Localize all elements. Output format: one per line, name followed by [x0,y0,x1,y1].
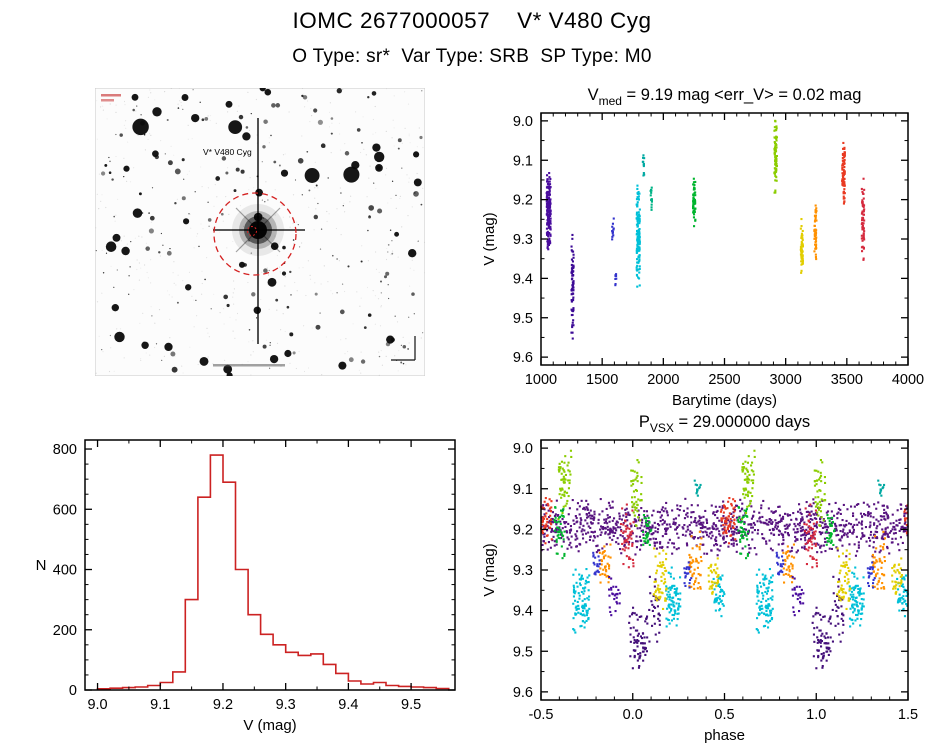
corner-annotation [101,94,285,367]
x-tick-label: 9.3 [276,697,296,713]
histogram-svg: 9.0 9.1 9.2 9.3 9.4 9.5 0 200 400 600 800 V (mag) N [36,439,456,734]
x-tick-label: 9.5 [401,697,421,713]
phase-svg: -0.5 0.0 0.5 1.0 1.5 9.0 9.1 9.2 9.3 9.4 9.5 9.6 pha… [481,413,918,744]
x-tick-label: 3000 [770,372,802,388]
data-points-group [540,449,909,670]
x-tick-label: 4000 [892,372,924,388]
y-tick-label: 0 [69,683,77,699]
lightcurve-svg: 1000 1500 2000 2500 3000 3500 4000 9.0 9.1 9.2 9.3… [481,86,924,409]
target-annotations: V* V480 Cyg [203,147,297,276]
y-tick-label: 9.4 [513,271,533,287]
figure-subtitle: O Type: sr* Var Type: SRB SP Type: M0 [292,46,652,67]
y-tick-label: 9.3 [513,232,533,248]
x-tick-label: 0.0 [623,707,643,723]
y-tick-label: 9.0 [513,441,533,457]
y-axis-label: V (mag) [481,543,498,596]
lightcurve-chart: 1000 1500 2000 2500 3000 3500 4000 9.0 9.1 9.2 9.3… [462,78,940,414]
axes: 9.0 9.1 9.2 9.3 9.4 9.5 0 200 400 600 800 V (mag) N [36,439,456,734]
central-star [213,118,305,344]
axes: 1000 1500 2000 2500 3000 3500 4000 9.0 9.1 9.2 9.3… [481,86,924,409]
chart-title: PVSX = 29.000000 days [639,413,810,435]
x-tick-label: 1.0 [806,707,826,723]
star-field [95,88,424,376]
y-tick-label: 9.2 [513,193,533,209]
phase-folded-chart: -0.5 0.0 0.5 1.0 1.5 9.0 9.1 9.2 9.3 9.4 9.5 9.6 pha… [462,408,940,746]
x-tick-label: 9.2 [213,697,233,713]
y-axis-label: V (mag) [481,212,498,265]
x-axis-label: V (mag) [243,717,296,734]
x-tick-label: -0.5 [529,707,554,723]
target-marker [247,226,257,236]
x-tick-label: 0.5 [714,707,734,723]
x-tick-label: 9.0 [87,697,107,713]
x-tick-label: 2000 [647,372,679,388]
y-tick-label: 400 [53,563,77,579]
y-tick-label: 9.4 [513,604,533,620]
y-tick-label: 9.0 [513,114,533,130]
y-tick-label: 9.1 [513,153,533,169]
finder-chart: V* V480 Cyg [95,88,425,376]
histogram-outline [96,454,450,690]
x-tick-label: 1500 [586,372,618,388]
y-tick-label: 9.5 [513,311,533,327]
target-label: V* V480 Cyg [203,147,252,157]
figure-title: IOMC 2677000057 V* V480 Cyg [292,8,652,33]
y-tick-label: 9.5 [513,644,533,660]
y-tick-label: 200 [53,623,77,639]
finder-image: V* V480 Cyg [95,88,425,376]
x-tick-label: 3500 [831,372,863,388]
histogram-chart: 9.0 9.1 9.2 9.3 9.4 9.5 0 200 400 600 800 V (mag) N [16,420,472,746]
target-circle [213,192,297,276]
y-tick-label: 9.2 [513,522,533,538]
x-axis-label: phase [704,727,745,744]
x-tick-label: 9.1 [150,697,170,713]
compass-icon [391,336,416,361]
y-tick-label: 9.3 [513,563,533,579]
x-tick-label: 9.4 [338,697,358,713]
y-tick-label: 9.6 [513,685,533,701]
x-tick-label: 1000 [525,372,557,388]
y-tick-label: 9.6 [513,350,533,366]
chart-title: Vmed = 9.19 mag <err_V> = 0.02 mag [588,86,862,108]
y-tick-label: 800 [53,442,77,458]
x-tick-label: 1.5 [898,707,918,723]
data-points-group [545,119,866,340]
axes: -0.5 0.0 0.5 1.0 1.5 9.0 9.1 9.2 9.3 9.4 9.5 9.6 pha… [481,413,918,744]
y-tick-label: 600 [53,502,77,518]
y-axis-label: N [36,557,47,574]
y-tick-label: 9.1 [513,482,533,498]
x-axis-label: Barytime (days) [672,392,777,409]
x-tick-label: 2500 [708,372,740,388]
